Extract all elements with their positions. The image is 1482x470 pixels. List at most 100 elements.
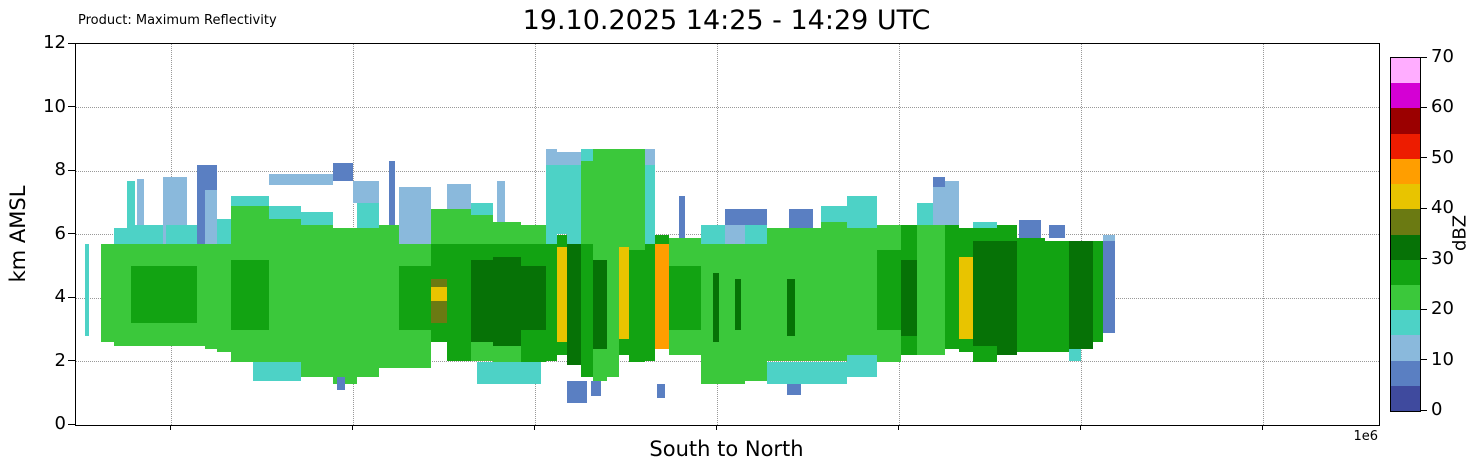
reflectivity-cell xyxy=(745,224,767,245)
reflectivity-cell xyxy=(821,221,847,362)
reflectivity-cell xyxy=(1093,240,1103,343)
x-tick-mark xyxy=(716,425,717,430)
reflectivity-cell xyxy=(933,224,945,356)
reflectivity-cell xyxy=(745,209,767,225)
reflectivity-cell xyxy=(493,244,521,257)
x-tick-mark xyxy=(898,425,899,430)
x-axis-label: South to North xyxy=(649,437,804,461)
reflectivity-cell xyxy=(471,202,493,216)
reflectivity-cell xyxy=(497,180,505,222)
reflectivity-cell xyxy=(399,244,431,267)
reflectivity-cell xyxy=(725,224,745,245)
reflectivity-cell xyxy=(973,221,997,229)
reflectivity-cell xyxy=(205,164,217,191)
reflectivity-cell xyxy=(917,202,933,225)
y-tick-mark xyxy=(68,169,75,171)
reflectivity-cell xyxy=(114,244,131,346)
reflectivity-cell xyxy=(471,244,493,260)
reflectivity-cell xyxy=(166,224,197,245)
colorbar-tick-label: 50 xyxy=(1431,146,1454,168)
reflectivity-cell xyxy=(619,247,629,340)
reflectivity-cell xyxy=(725,209,745,225)
reflectivity-cell xyxy=(1103,240,1115,333)
reflectivity-cell xyxy=(447,183,471,210)
reflectivity-cell xyxy=(197,164,205,245)
reflectivity-cell xyxy=(137,178,144,225)
reflectivity-cell xyxy=(471,215,493,244)
colorbar-segment xyxy=(1391,132,1420,159)
y-tick-mark xyxy=(68,106,75,107)
reflectivity-cell xyxy=(197,244,205,346)
colorbar-segment xyxy=(1391,157,1420,185)
reflectivity-cell xyxy=(679,196,685,238)
reflectivity-cell xyxy=(253,361,301,381)
reflectivity-cell xyxy=(379,224,399,368)
reflectivity-cell xyxy=(399,329,431,368)
reflectivity-cell xyxy=(735,278,741,330)
reflectivity-cell xyxy=(431,244,447,279)
reflectivity-cell xyxy=(787,278,795,337)
reflectivity-cell xyxy=(131,224,166,245)
reflectivity-cell xyxy=(333,228,357,384)
colorbar-segment xyxy=(1391,359,1420,386)
reflectivity-cell xyxy=(567,151,581,165)
reflectivity-cell xyxy=(205,244,217,349)
reflectivity-cell xyxy=(471,342,493,362)
reflectivity-cell xyxy=(557,164,567,235)
reflectivity-cell xyxy=(669,329,701,356)
reflectivity-cell xyxy=(567,244,581,365)
y-tick-label: 4 xyxy=(54,286,66,307)
x-tick-mark xyxy=(170,425,171,430)
reflectivity-cell xyxy=(521,329,546,362)
reflectivity-cell xyxy=(521,244,546,267)
y-tick-label: 12 xyxy=(43,32,66,53)
colorbar-segment xyxy=(1391,233,1420,260)
reflectivity-cell xyxy=(655,244,669,349)
reflectivity-cell xyxy=(877,224,901,251)
reflectivity-cell xyxy=(973,240,997,346)
reflectivity-cell xyxy=(357,228,379,378)
reflectivity-cell xyxy=(645,148,655,165)
reflectivity-cell xyxy=(581,244,593,378)
y-tick-mark xyxy=(68,233,75,234)
reflectivity-cell xyxy=(645,164,655,245)
reflectivity-cell xyxy=(847,228,877,356)
reflectivity-cell xyxy=(269,174,333,186)
reflectivity-cell xyxy=(945,180,959,225)
product-label: Product: Maximum Reflectivity xyxy=(78,13,277,28)
reflectivity-cell xyxy=(959,339,973,352)
colorbar-tick-mark xyxy=(1421,359,1427,361)
x-axis-offset-label: 1e6 xyxy=(1353,429,1378,444)
reflectivity-cell xyxy=(389,161,395,225)
reflectivity-cell xyxy=(619,339,629,356)
colorbar-segment xyxy=(1391,208,1420,235)
chart-title: 19.10.2025 14:25 - 14:29 UTC xyxy=(522,5,931,36)
reflectivity-cell xyxy=(269,205,301,219)
x-tick-mark xyxy=(534,425,535,430)
reflectivity-cell xyxy=(901,336,917,356)
reflectivity-cell xyxy=(593,348,607,381)
colorbar-tick-label: 20 xyxy=(1431,298,1454,320)
reflectivity-cell xyxy=(591,380,601,397)
x-axis xyxy=(0,420,1482,434)
y-tick-label: 10 xyxy=(43,95,66,117)
colorbar-tick-mark xyxy=(1421,258,1427,260)
reflectivity-cell xyxy=(101,244,114,343)
colorbar-segment xyxy=(1391,384,1420,411)
reflectivity-cell xyxy=(521,266,546,330)
reflectivity-cell xyxy=(399,266,431,330)
reflectivity-cell xyxy=(629,250,645,362)
reflectivity-cell xyxy=(1017,237,1045,352)
reflectivity-cell xyxy=(131,266,166,324)
reflectivity-cell xyxy=(847,196,877,229)
reflectivity-cell xyxy=(301,212,333,225)
reflectivity-cell xyxy=(269,218,301,362)
vertical-gridline xyxy=(1263,44,1264,425)
y-tick-label: 2 xyxy=(54,349,66,371)
colorbar-tick-label: 10 xyxy=(1431,348,1454,370)
y-axis-label: km AMSL xyxy=(6,185,30,283)
reflectivity-cell xyxy=(493,256,521,346)
colorbar-tick-mark xyxy=(1421,106,1427,108)
reflectivity-cell xyxy=(431,323,447,343)
colorbar-tick-label: 60 xyxy=(1431,96,1454,118)
